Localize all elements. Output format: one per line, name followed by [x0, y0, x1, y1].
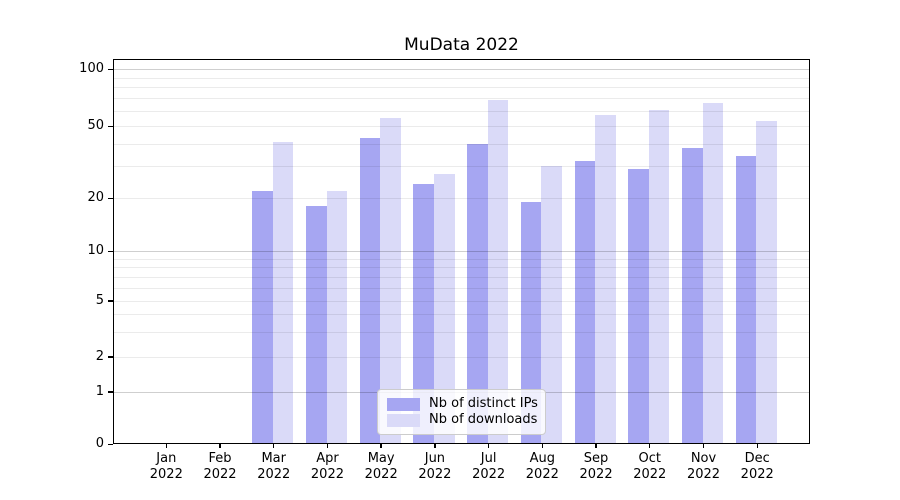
y-tick-label-2: 2	[95, 348, 104, 364]
x-tick-label-aug: Aug 2022	[525, 451, 559, 482]
legend-item-distinct-ips: Nb of distinct IPs	[387, 396, 538, 411]
x-tick-label-feb: Feb 2022	[203, 451, 237, 482]
gridline-minor-7	[113, 276, 810, 278]
chart-title: MuData 2022	[404, 35, 519, 55]
bar-downloads-mar	[272, 141, 294, 444]
bar-distinct-ips-jun	[413, 183, 434, 444]
gridline-minor-80	[113, 87, 810, 89]
legend-swatch-downloads	[387, 413, 420, 427]
x-tick-mark-may	[380, 444, 382, 448]
gridline-minor-8	[113, 266, 810, 268]
x-tick-label-apr: Apr 2022	[310, 451, 344, 482]
x-tick-mark-sep	[595, 444, 597, 448]
bar-distinct-ips-nov	[682, 147, 703, 444]
legend-swatch-distinct-ips	[387, 397, 420, 411]
gridline-minor-20	[113, 198, 810, 199]
y-tick-mark-5	[108, 300, 113, 302]
y-tick-label-1: 1	[95, 383, 104, 399]
y-tick-mark-20	[108, 197, 113, 199]
plot-canvas	[113, 59, 810, 444]
legend: Nb of distinct IPs Nb of downloads	[377, 389, 546, 435]
bar-downloads-sep	[595, 115, 616, 444]
legend-label-downloads: Nb of downloads	[429, 412, 538, 427]
bar-distinct-ips-mar	[252, 190, 273, 444]
bar-distinct-ips-may	[359, 137, 381, 444]
y-tick-mark-2	[108, 356, 113, 358]
x-tick-mark-nov	[702, 444, 705, 448]
bar-downloads-apr	[326, 190, 348, 444]
x-tick-mark-aug	[541, 444, 544, 448]
y-tick-label-10: 10	[87, 243, 104, 258]
y-tick-mark-100	[108, 68, 113, 70]
y-tick-mark-50	[108, 125, 113, 127]
bar-distinct-ips-jul	[467, 143, 488, 444]
bar-distinct-ips-oct	[628, 168, 649, 444]
x-tick-mark-apr	[326, 444, 329, 448]
gridline-minor-4	[113, 314, 810, 316]
bar-downloads-may	[380, 118, 401, 444]
gridline-minor-30	[113, 166, 810, 168]
x-tick-label-jul: Jul 2022	[472, 451, 506, 482]
bar-distinct-ips-sep	[574, 161, 596, 444]
gridline-minor-5	[113, 300, 810, 302]
gridline-minor-40	[113, 143, 810, 145]
x-tick-mark-dec	[756, 444, 758, 448]
x-tick-label-may: May 2022	[364, 451, 398, 482]
x-tick-label-mar: Mar 2022	[257, 451, 291, 482]
y-tick-label-20: 20	[87, 190, 104, 205]
gridline-minor-2	[113, 356, 810, 358]
bar-downloads-jun	[434, 174, 455, 444]
legend-item-downloads: Nb of downloads	[387, 412, 538, 427]
x-tick-mark-oct	[649, 444, 651, 448]
x-tick-label-jan: Jan 2022	[149, 451, 183, 482]
x-tick-label-dec: Dec 2022	[740, 451, 774, 482]
bar-downloads-nov	[702, 103, 724, 444]
x-tick-mark-mar	[273, 444, 275, 448]
y-tick-mark-1	[108, 391, 113, 393]
x-tick-label-oct: Oct 2022	[633, 451, 667, 482]
gridline-minor-60	[113, 111, 810, 112]
bar-downloads-jul	[487, 99, 509, 444]
x-tick-mark-jan	[165, 444, 167, 448]
y-tick-mark-0	[108, 443, 113, 445]
gridline-minor-70	[113, 98, 810, 100]
y-tick-label-5: 5	[95, 292, 104, 308]
bar-distinct-ips-aug	[520, 201, 542, 444]
x-tick-mark-jun	[434, 444, 436, 448]
y-tick-label-50: 50	[87, 118, 104, 133]
y-tick-mark-10	[108, 250, 113, 252]
x-tick-mark-jul	[487, 444, 490, 448]
gridline-minor-90	[113, 77, 810, 79]
gridline-minor-50	[113, 126, 810, 127]
y-tick-label-100: 100	[79, 61, 104, 76]
x-tick-mark-feb	[219, 444, 221, 448]
bar-downloads-oct	[648, 109, 670, 444]
bar-distinct-ips-apr	[305, 206, 327, 444]
plot-area: Nb of distinct IPs Nb of downloads	[113, 59, 810, 444]
gridline-minor-3	[113, 331, 810, 333]
legend-label-distinct-ips: Nb of distinct IPs	[429, 396, 538, 411]
bar-downloads-dec	[756, 121, 777, 444]
bar-downloads-aug	[541, 166, 563, 444]
gridline-minor-9	[113, 258, 810, 260]
gridline-major-100	[113, 69, 810, 70]
x-tick-label-jun: Jun 2022	[418, 451, 452, 482]
gridline-minor-6	[113, 287, 810, 289]
x-tick-label-nov: Nov 2022	[686, 451, 721, 482]
gridline-major-10	[113, 251, 810, 252]
bar-distinct-ips-dec	[735, 156, 757, 444]
x-tick-label-sep: Sep 2022	[579, 451, 613, 482]
y-tick-label-0: 0	[95, 436, 104, 451]
